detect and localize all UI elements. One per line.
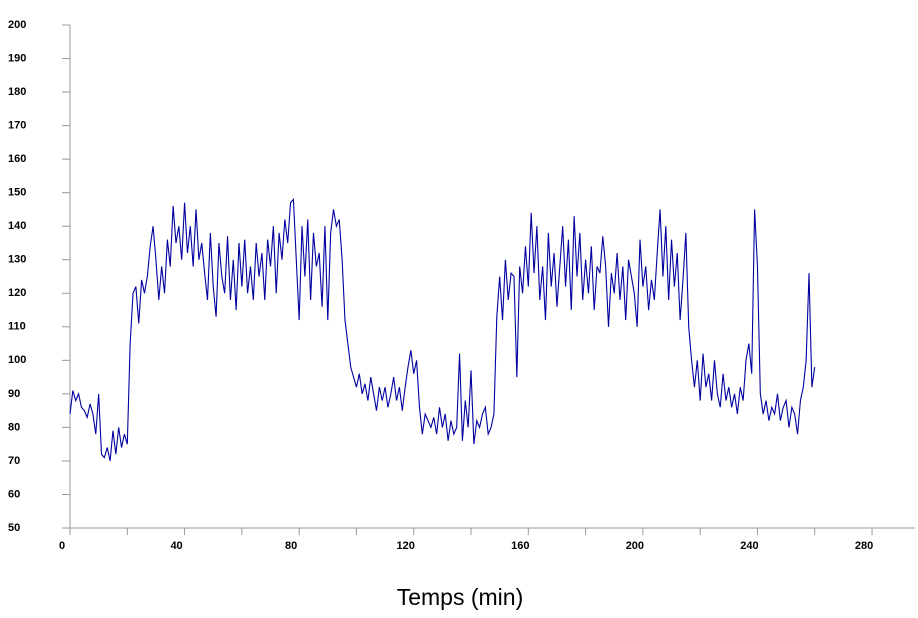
- y-tick-label: 140: [8, 220, 26, 232]
- x-tick-label: 80: [285, 540, 297, 552]
- y-tick-label: 90: [8, 388, 20, 400]
- x-tick-label: 280: [855, 540, 873, 552]
- y-tick-label: 160: [8, 153, 26, 165]
- y-tick-label: 120: [8, 287, 26, 299]
- y-tick-label: 100: [8, 354, 26, 366]
- y-tick-label: 110: [8, 321, 26, 333]
- x-tick-label: 0: [59, 540, 65, 552]
- y-tick-label: 130: [8, 254, 26, 266]
- x-tick-label: 40: [170, 540, 182, 552]
- x-axis-label: Temps (min): [397, 584, 524, 610]
- y-tick-label: 50: [8, 522, 20, 534]
- y-tick-label: 200: [8, 19, 26, 31]
- x-tick-label: 200: [626, 540, 644, 552]
- y-tick-label: 60: [8, 488, 20, 500]
- x-tick-label: 160: [511, 540, 529, 552]
- y-tick-label: 180: [8, 86, 26, 98]
- y-tick-label: 190: [8, 52, 26, 64]
- y-tick-label: 80: [8, 421, 20, 433]
- y-tick-label: 70: [8, 455, 20, 467]
- x-tick-label: 120: [397, 540, 415, 552]
- y-tick-label: 150: [8, 187, 26, 199]
- y-tick-label: 170: [8, 120, 26, 132]
- x-tick-label: 240: [740, 540, 758, 552]
- data-line: [69, 197, 816, 462]
